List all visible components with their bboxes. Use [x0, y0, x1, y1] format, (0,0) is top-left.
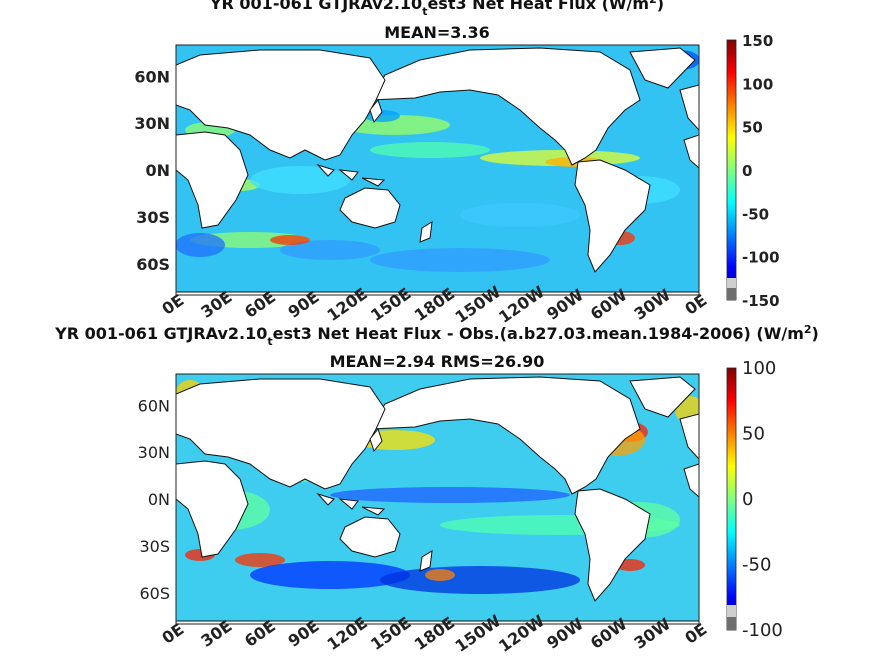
- colorbar-tick-label: -150: [742, 292, 780, 310]
- colorbar-tick-label: 50: [742, 119, 763, 137]
- bottom-colorbar: [726, 367, 737, 631]
- colorbar-tick-label: -50: [742, 555, 771, 576]
- y-tick-label: 60N: [134, 67, 170, 86]
- y-tick-label: 30N: [134, 114, 170, 133]
- colorbar-tick-label: 100: [742, 358, 776, 379]
- flux-anomaly-region: [330, 487, 570, 503]
- y-tick-label: 60N: [138, 396, 170, 415]
- top-colorbar-under-dark: [727, 288, 736, 300]
- top-colorbar-under-light: [727, 278, 736, 288]
- bottom-y-tick-labels: 60N 30N 0N 30S 60S: [138, 396, 170, 603]
- colorbar-tick-label: 50: [742, 424, 765, 445]
- flux-anomaly-region: [250, 166, 350, 194]
- colorbar-tick-label: -50: [742, 205, 769, 223]
- flux-anomaly-region: [250, 561, 410, 589]
- top-panel: YR 001-061 GTJRAv2.10test3 Net Heat Flux…: [134, 0, 779, 327]
- colorbar-tick-label: 0: [742, 162, 752, 180]
- colorbar-tick-label: 0: [742, 489, 753, 510]
- y-tick-label: 0N: [145, 161, 170, 180]
- bottom-panel-title: YR 001-061 GTJRAv2.10test3 Net Heat Flux…: [54, 323, 819, 348]
- y-tick-label: 60S: [136, 255, 170, 274]
- y-tick-label: 30S: [139, 537, 170, 556]
- top-anomaly-layer: [176, 50, 699, 272]
- bottom-panel: YR 001-061 GTJRAv2.10test3 Net Heat Flux…: [54, 323, 819, 656]
- colorbar-tick-label: -100: [742, 620, 783, 641]
- flux-anomaly-region: [340, 115, 450, 135]
- flux-anomaly-region: [460, 203, 580, 227]
- colorbar-tick-label: 150: [742, 32, 773, 50]
- y-tick-label: 0N: [148, 490, 170, 509]
- colorbar-tick-label: -100: [742, 249, 780, 267]
- top-y-tick-labels: 60N 30N 0N 30S 60S: [134, 67, 170, 274]
- top-panel-title: YR 001-061 GTJRAv2.10test3 Net Heat Flux…: [209, 0, 664, 18]
- colorbar-tick-label: 100: [742, 75, 773, 93]
- bottom-map: [176, 374, 699, 624]
- bottom-map-frame: [175, 373, 700, 625]
- top-map-frame: [175, 44, 700, 296]
- y-tick-label: 30N: [138, 443, 170, 462]
- bottom-panel-subtitle: MEAN=2.94 RMS=26.90: [330, 352, 545, 371]
- top-colorbar-tick-labels: 150 100 50 0 -50 -100 -150: [742, 32, 780, 310]
- flux-anomaly-region: [425, 569, 455, 581]
- flux-anomaly-region: [370, 248, 550, 272]
- bottom-colorbar-under-light: [727, 605, 736, 617]
- top-colorbar: [726, 39, 737, 301]
- bottom-colorbar-tick-labels: 100 50 0 -50 -100: [742, 358, 783, 641]
- y-tick-label: 30S: [136, 208, 170, 227]
- bottom-colorbar-under-dark: [727, 617, 736, 630]
- top-map: [176, 45, 699, 295]
- flux-anomaly-region: [370, 142, 490, 158]
- flux-anomaly-region: [280, 240, 380, 260]
- top-panel-subtitle: MEAN=3.36: [384, 23, 490, 42]
- flux-anomaly-region: [235, 553, 285, 567]
- flux-anomaly-region: [270, 235, 310, 245]
- y-tick-label: 60S: [139, 584, 170, 603]
- flux-anomaly-region: [176, 233, 225, 257]
- flux-anomaly-region: [380, 566, 580, 594]
